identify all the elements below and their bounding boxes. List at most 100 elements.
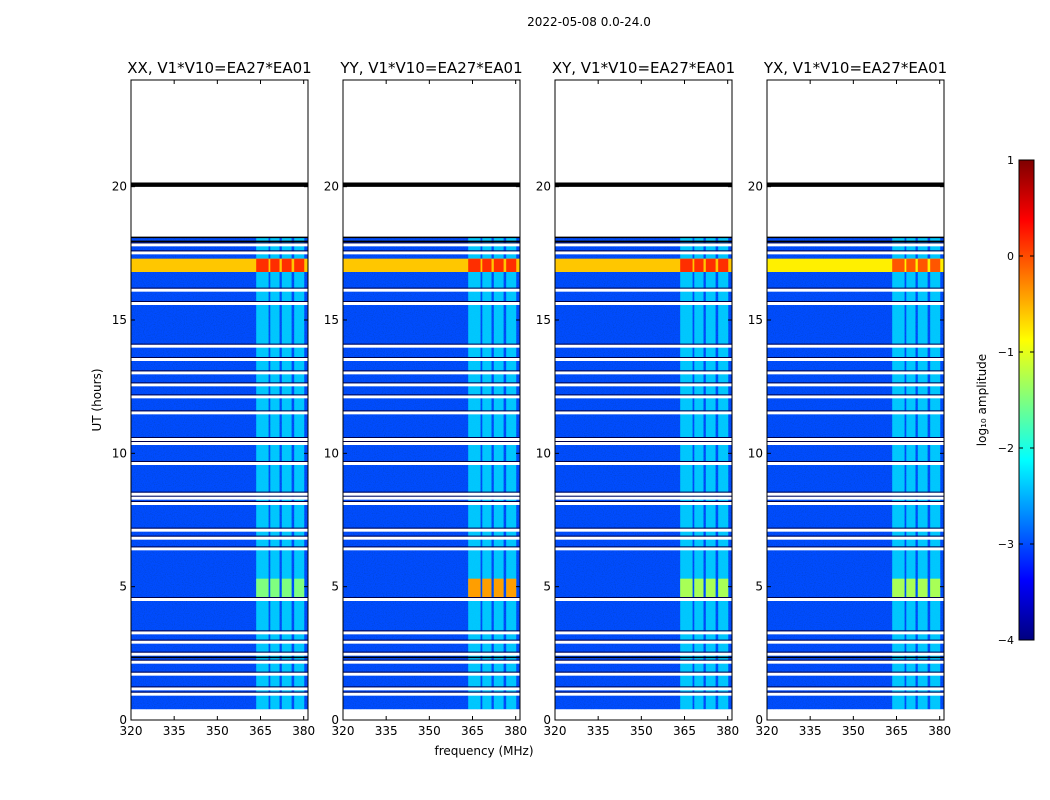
y-axis-label: UT (hours) [90, 368, 104, 431]
panel-title: YX, V1*V10=EA27*EA01 [763, 59, 947, 77]
colorbar-tick-label: 1 [1007, 154, 1014, 167]
x-tick-label: 335 [587, 724, 610, 738]
flag-gap [343, 243, 520, 247]
flag-gap [767, 598, 944, 601]
x-tick-label: 380 [716, 724, 739, 738]
x-axis-label: frequency (MHz) [434, 744, 533, 758]
flag-gap [767, 687, 944, 691]
flag-gap [767, 438, 944, 441]
empty-strip [767, 709, 944, 720]
flag-gap [555, 462, 732, 465]
flag-gap [343, 371, 520, 375]
flag-gap [343, 411, 520, 415]
panel-frame [554, 79, 733, 721]
flag-gap [767, 302, 944, 305]
flag-gap [343, 358, 520, 361]
y-tick-label: 0 [755, 713, 763, 727]
colorbar-ticks: 1 0 −1 −2 −3 −4 [998, 154, 1034, 647]
early-burst-cell [294, 578, 305, 598]
burst-cell [506, 258, 517, 272]
early-burst-cell [468, 578, 481, 598]
burst-cell [680, 258, 693, 272]
rfi-band [256, 237, 269, 710]
early-burst-cell [892, 578, 905, 598]
panel-title: XX, V1*V10=EA27*EA01 [127, 59, 311, 77]
flag-gap [131, 660, 308, 664]
x-tick-label: 380 [928, 724, 951, 738]
x-tick-label: 335 [163, 724, 186, 738]
flag-gap [767, 462, 944, 465]
flag-gap [131, 442, 308, 445]
flag-gap [343, 502, 520, 505]
y-tick-label: 20 [112, 180, 127, 194]
flag-gap [555, 496, 732, 500]
empty-strip [343, 709, 520, 720]
flag-gap [767, 547, 944, 551]
y-tick-label: 5 [755, 580, 763, 594]
flag-gap [343, 395, 520, 399]
y-tick-label: 10 [324, 446, 339, 460]
x-tick-label: 335 [375, 724, 398, 738]
flag-gap [343, 640, 520, 644]
suptitle: 2022-05-08 0.0-24.0 [527, 15, 651, 29]
flag-span [555, 80, 732, 184]
y-tick-label: 0 [331, 713, 339, 727]
flag-gap [767, 383, 944, 387]
flag-gap [555, 536, 732, 540]
colorbar-label: log₁₀ amplitude [975, 354, 989, 446]
early-burst-cell [493, 578, 504, 598]
y-tick-label: 15 [748, 313, 763, 327]
rfi-band [892, 237, 905, 710]
flag-gap [343, 652, 520, 656]
burst-cell [468, 258, 481, 272]
y-tick-label: 20 [748, 180, 763, 194]
rfi-band [468, 237, 481, 710]
panel: YX, V1*V10=EA27*EA01 320 335 350 365 380 0 5 10 1… [748, 59, 951, 738]
flag-gap [767, 692, 944, 696]
early-burst-cell [718, 578, 729, 598]
early-burst-cell [906, 578, 916, 598]
flag-gap [555, 411, 732, 415]
flag-gap [343, 288, 520, 292]
flag-gap [767, 652, 944, 656]
rfi-band [718, 237, 729, 710]
y-tick-label: 20 [536, 180, 551, 194]
flag-gap [555, 395, 732, 399]
flag-gap [767, 496, 944, 500]
burst-cell [718, 258, 729, 272]
flag-gap [343, 496, 520, 500]
colorbar: 1 0 −1 −2 −3 −4 log₁₀ amplitude [975, 154, 1035, 647]
flag-gap [767, 358, 944, 361]
panel-title: YY, V1*V10=EA27*EA01 [339, 59, 522, 77]
burst-cell [270, 258, 280, 272]
early-burst-cell [917, 578, 928, 598]
heatmap-noise [555, 237, 732, 710]
y-tick-label: 15 [112, 313, 127, 327]
flag-gap [131, 536, 308, 540]
flag-gap [343, 438, 520, 441]
burst-band [343, 258, 520, 272]
y-tick-label: 0 [119, 713, 127, 727]
flag-gap [131, 496, 308, 500]
flag-gap [131, 631, 308, 635]
burst-cell [493, 258, 504, 272]
panels: XX, V1*V10=EA27*EA01 320 335 350 365 380 0 5 10 1… [112, 59, 951, 738]
burst-band [555, 258, 732, 272]
flag-gap [131, 652, 308, 656]
burst-cell [906, 258, 916, 272]
x-tick-label: 320 [544, 724, 567, 738]
flag-gap [555, 640, 732, 644]
flag-gap [767, 344, 944, 348]
colorbar-tick-label: −3 [998, 538, 1014, 551]
early-burst-cell [482, 578, 492, 598]
flag-gap [131, 251, 308, 255]
flag-gap [131, 692, 308, 696]
flag-span [767, 186, 944, 238]
flag-gap [555, 438, 732, 441]
rfi-band [930, 237, 941, 710]
rfi-band [906, 237, 916, 710]
rfi-band [482, 237, 492, 710]
x-tick-label: 380 [504, 724, 527, 738]
flag-gap [131, 358, 308, 361]
